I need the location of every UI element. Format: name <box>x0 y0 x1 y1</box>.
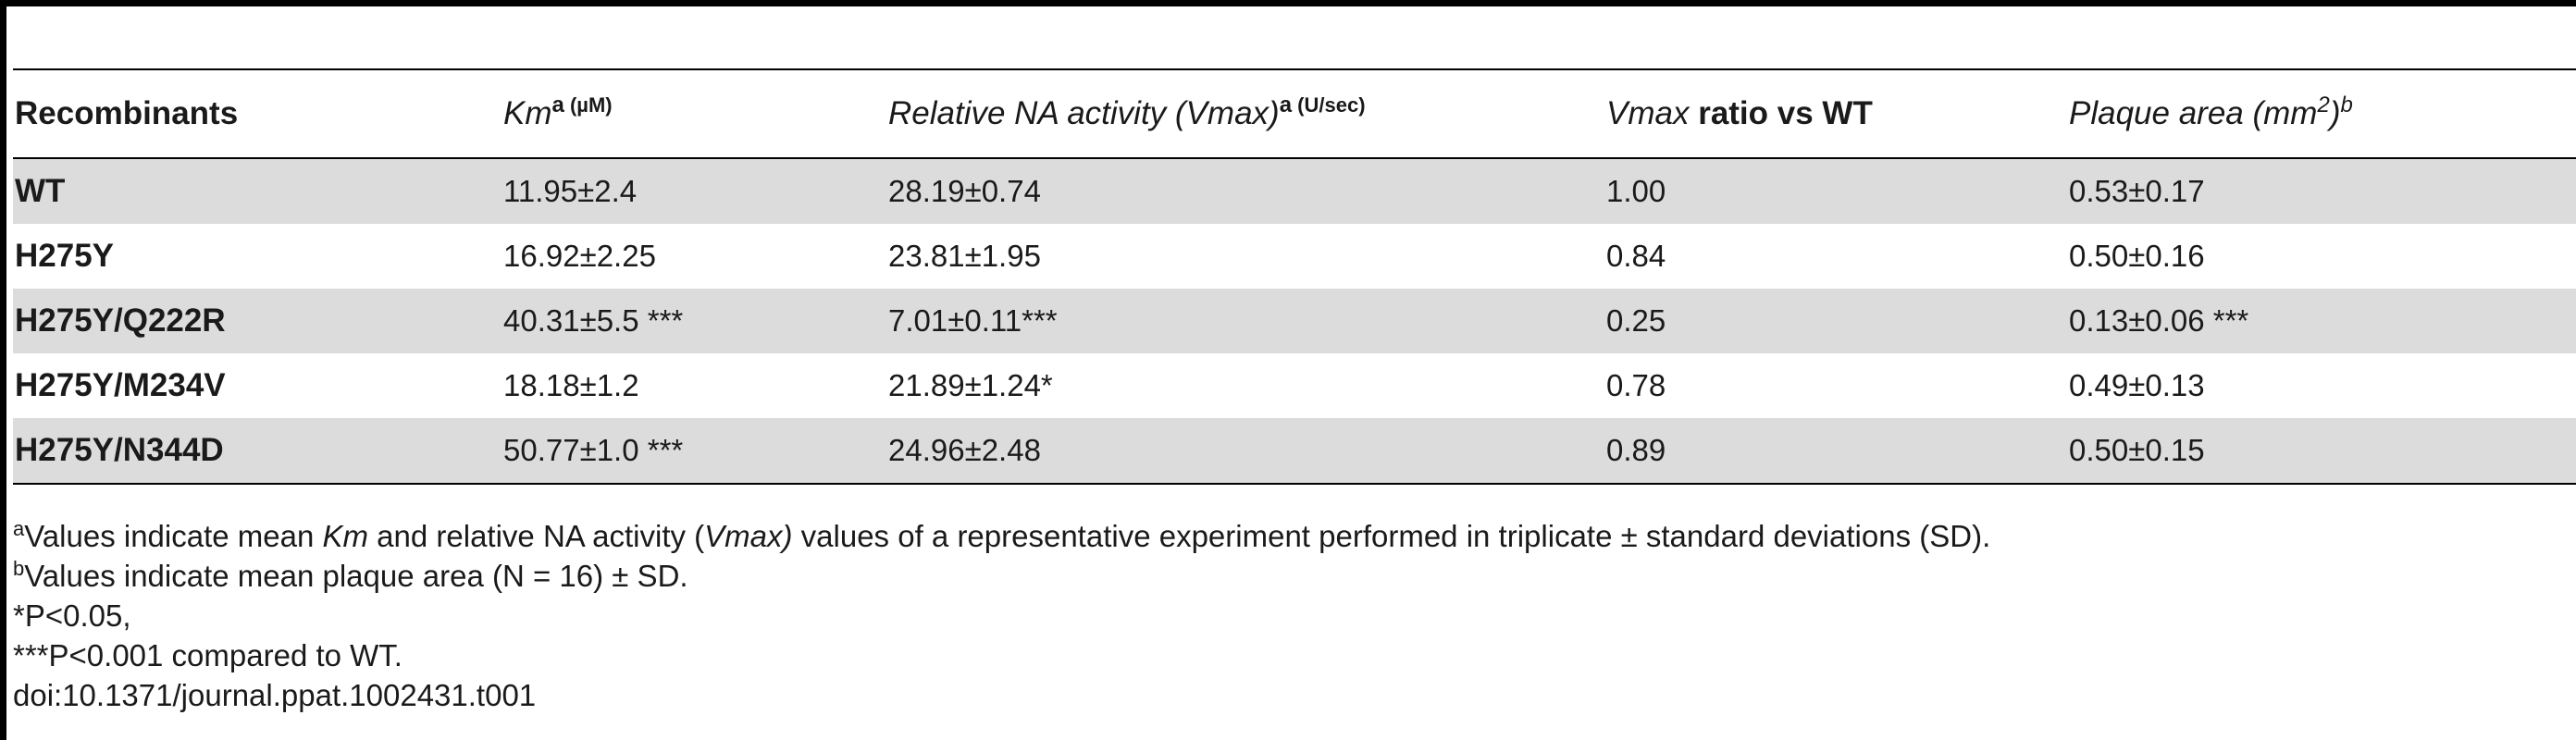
row-name: H275Y/M234V <box>15 367 226 403</box>
footnote-a-text-1: Values indicate mean <box>24 519 323 553</box>
cell-plaque: 0.13±0.06 *** <box>2069 303 2249 338</box>
cell-ratio: 0.25 <box>1606 303 1666 338</box>
cell-km: 50.77±1.0 *** <box>503 433 684 467</box>
cell-vmax: 23.81±1.95 <box>888 239 1041 273</box>
data-table-container: Recombinants Kma (µM) Relative NA activi… <box>13 68 2576 485</box>
table-header-row: Recombinants Kma (µM) Relative NA activi… <box>13 69 2576 158</box>
footnote-p-005: *P<0.05, <box>13 598 131 633</box>
cell-vmax: 24.96±2.48 <box>888 433 1041 467</box>
footnote-b: bValues indicate mean plaque area (N = 1… <box>13 556 1990 596</box>
header-vmax-ratio: Vmax ratio vs WT <box>1604 69 2067 158</box>
header-plaque-exponent: 2 <box>2317 92 2330 117</box>
cell-ratio: 1.00 <box>1606 174 1666 208</box>
recombinants-table: Recombinants Kma (µM) Relative NA activi… <box>13 68 2576 485</box>
header-vmax-ratio-rest: ratio vs WT <box>1689 95 1873 131</box>
footnote-p-0001: ***P<0.001 compared to WT. <box>13 638 402 672</box>
cell-plaque: 0.53±0.17 <box>2069 174 2205 208</box>
footnote-a-vmax: Vmax) <box>704 519 793 553</box>
cell-vmax: 7.01±0.11*** <box>888 303 1058 338</box>
top-border-rule <box>0 0 2576 6</box>
header-km: Kma (µM) <box>502 69 886 158</box>
cell-km: 16.92±2.25 <box>503 239 656 273</box>
footnote-b-text: Values indicate mean plaque area (N = 16… <box>24 559 688 593</box>
footnote-a-km: Km <box>322 519 369 553</box>
cell-vmax: 28.19±0.74 <box>888 174 1041 208</box>
header-vmax-ratio-italic: Vmax <box>1606 95 1690 131</box>
cell-plaque: 0.49±0.13 <box>2069 368 2205 402</box>
header-vmax-unit: (U/sec) <box>1292 93 1366 117</box>
row-name: WT <box>15 173 66 209</box>
left-border-rule <box>0 0 6 740</box>
table-footnotes: aValues indicate mean Km and relative NA… <box>13 516 1990 715</box>
cell-plaque: 0.50±0.15 <box>2069 433 2205 467</box>
header-vmax-footnote-mark: a <box>1279 92 1293 117</box>
row-name: H275Y/N344D <box>15 432 224 468</box>
cell-ratio: 0.78 <box>1606 368 1666 402</box>
doi-link[interactable]: doi:10.1371/journal.ppat.1002431.t001 <box>13 678 537 712</box>
cell-ratio: 0.84 <box>1606 239 1666 273</box>
header-plaque-area: Plaque area (mm2)b <box>2067 69 2576 158</box>
header-km-unit: (µM) <box>564 93 613 117</box>
header-km-label: Km <box>503 95 552 131</box>
cell-plaque: 0.50±0.16 <box>2069 239 2205 273</box>
row-name: H275Y/Q222R <box>15 302 226 339</box>
cell-km: 18.18±1.2 <box>503 368 639 402</box>
header-recombinants: Recombinants <box>13 69 502 158</box>
header-vmax-label: Relative NA activity (Vmax) <box>888 95 1280 131</box>
footnote-a-mark: a <box>13 517 25 540</box>
header-plaque-label: Plaque area (mm <box>2069 95 2318 131</box>
cell-km: 11.95±2.4 <box>503 174 638 208</box>
header-plaque-footnote-mark: b <box>2340 92 2353 117</box>
table-row: H275Y/M234V 18.18±1.2 21.89±1.24* 0.78 0… <box>13 353 2576 418</box>
cell-vmax: 21.89±1.24* <box>888 368 1053 402</box>
table-row: H275Y/N344D 50.77±1.0 *** 24.96±2.48 0.8… <box>13 418 2576 484</box>
header-km-footnote-mark: a <box>551 92 564 117</box>
footnote-a-text-2: and relative NA activity ( <box>368 519 705 553</box>
table-row: WT 11.95±2.4 28.19±0.74 1.00 0.53±0.17 <box>13 158 2576 224</box>
footnote-b-mark: b <box>13 557 25 580</box>
header-vmax: Relative NA activity (Vmax)a (U/sec) <box>886 69 1604 158</box>
footnote-a: aValues indicate mean Km and relative NA… <box>13 516 1990 556</box>
table-row: H275Y/Q222R 40.31±5.5 *** 7.01±0.11*** 0… <box>13 289 2576 353</box>
cell-ratio: 0.89 <box>1606 433 1666 467</box>
table-row: H275Y 16.92±2.25 23.81±1.95 0.84 0.50±0.… <box>13 224 2576 289</box>
row-name: H275Y <box>15 238 115 274</box>
footnote-a-text-3: values of a representative experiment pe… <box>792 519 1991 553</box>
cell-km: 40.31±5.5 *** <box>503 303 684 338</box>
header-plaque-close: ) <box>2329 95 2341 131</box>
header-recombinants-label: Recombinants <box>15 95 239 131</box>
